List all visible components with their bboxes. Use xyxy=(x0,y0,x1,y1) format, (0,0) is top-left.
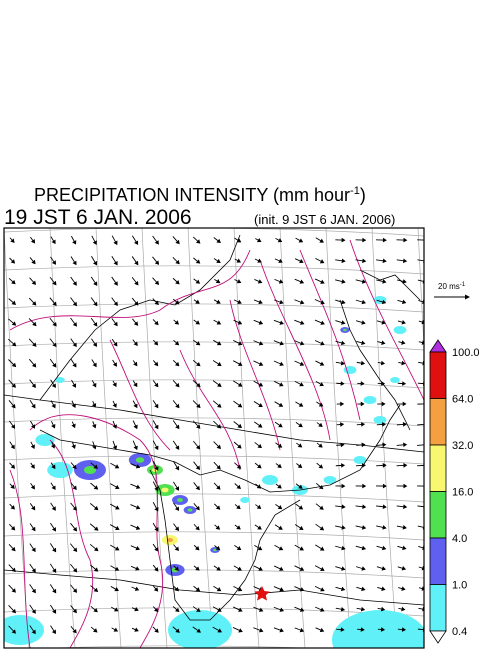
precip-core xyxy=(136,457,144,463)
title: PRECIPITATION INTENSITY (mm hour-1) xyxy=(34,185,366,205)
colorbar-label: 1.0 xyxy=(452,580,467,592)
init-time: (init. 9 JST 6 JAN. 2006) xyxy=(254,212,395,227)
colorbar-segment xyxy=(430,585,446,632)
colorbar-segment xyxy=(430,492,446,539)
wind-arrow xyxy=(417,465,427,466)
colorbar-label: 32.0 xyxy=(452,440,473,452)
colorbar-bottom xyxy=(430,631,446,643)
precip-area xyxy=(364,396,377,404)
precip-core xyxy=(177,498,183,502)
colorbar-segment xyxy=(430,352,446,399)
precip-area xyxy=(240,497,250,503)
colorbar: 100.0 64.0 32.0 16.0 4.0 1.0 0.4 xyxy=(430,340,480,643)
precip-area xyxy=(390,377,400,383)
colorbar-label: 100.0 xyxy=(452,347,480,359)
wind-arrow-head xyxy=(424,443,427,446)
precip-area xyxy=(374,416,387,424)
wind-arrow-head xyxy=(424,464,427,467)
title-close: ) xyxy=(360,185,366,205)
wind-arrow xyxy=(418,383,426,384)
precip-core xyxy=(161,488,168,493)
colorbar-segment xyxy=(430,538,446,585)
map-background xyxy=(4,228,424,648)
title-main: PRECIPITATION INTENSITY (mm hour xyxy=(34,185,350,205)
precip-area xyxy=(262,475,278,485)
precip-core xyxy=(188,508,193,511)
wind-scale: 20 ms-1 xyxy=(434,282,470,300)
colorbar-top xyxy=(430,340,446,352)
precip-core xyxy=(343,329,347,331)
colorbar-label: 64.0 xyxy=(452,394,473,406)
wind-scale-label: 20 ms-1 xyxy=(438,282,466,291)
valid-time: 19 JST 6 JAN. 2006 xyxy=(4,206,192,229)
precip-core xyxy=(84,466,96,474)
colorbar-label: 16.0 xyxy=(452,487,473,499)
colorbar-label: 4.0 xyxy=(452,533,467,545)
colorbar-label: 0.4 xyxy=(452,626,467,638)
title-exponent: -1 xyxy=(350,185,360,197)
wind-arrow-head xyxy=(424,484,427,487)
wind-scale-head xyxy=(465,295,470,300)
map xyxy=(0,228,443,650)
wind-scale-exponent: -1 xyxy=(460,282,466,288)
colorbar-segment xyxy=(430,445,446,492)
wind-scale-text: 20 ms xyxy=(438,282,460,291)
colorbar-segment xyxy=(430,399,446,446)
precip-area xyxy=(394,326,407,334)
